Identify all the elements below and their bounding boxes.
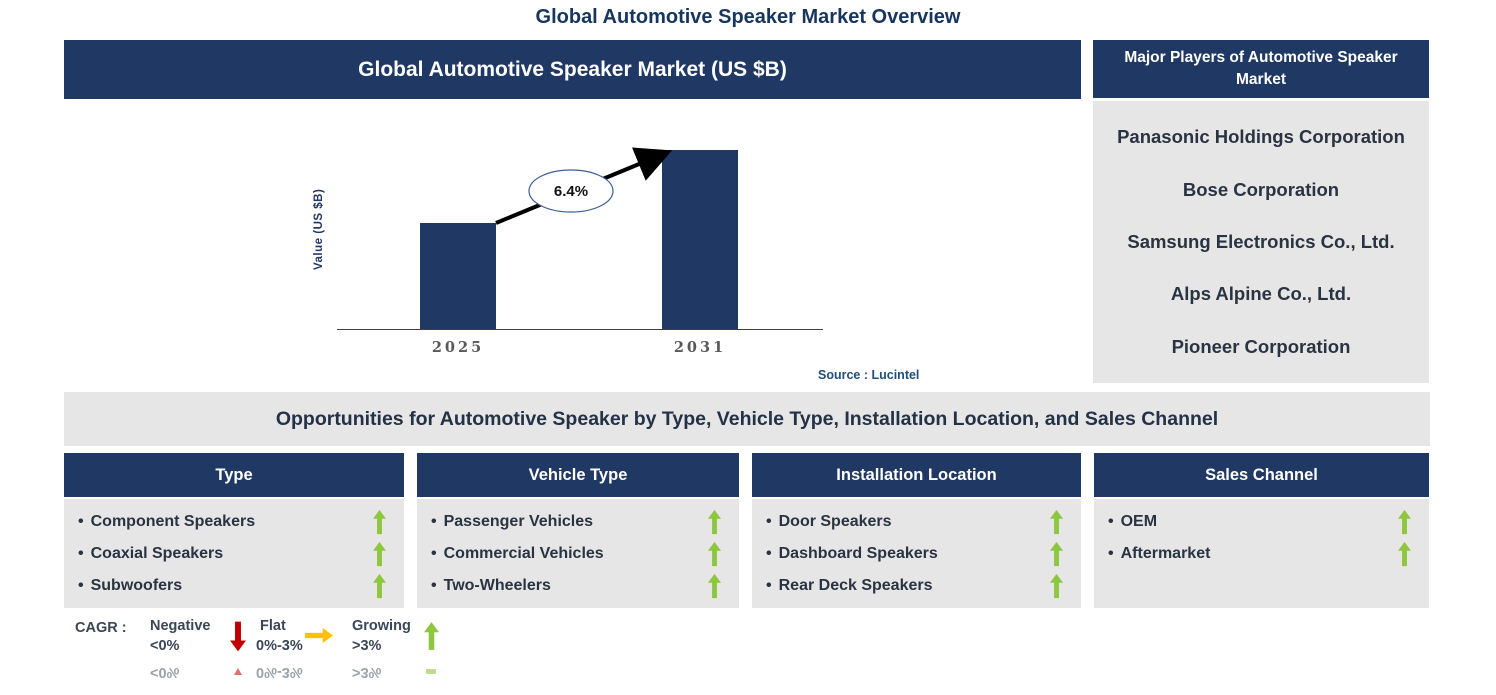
legend-reflection-flat: 0%-3% — [256, 664, 303, 680]
x-tick-2031: 2031 — [673, 339, 727, 356]
green-up-arrow-icon — [373, 509, 386, 535]
legend-negative-name: Negative — [150, 618, 211, 634]
column-sales-channel-header: Sales Channel — [1094, 453, 1429, 497]
list-item: • Coaxial Speakers — [78, 538, 390, 570]
green-up-arrow-icon — [424, 622, 439, 650]
bullet-glyph: • — [78, 577, 84, 594]
page-title: Global Automotive Speaker Market Overvie… — [535, 6, 961, 28]
opportunities-banner: Opportunities for Automotive Speaker by … — [64, 392, 1430, 446]
legend-reflection-negative: <0% — [150, 664, 180, 680]
list-item: • Commercial Vehicles — [431, 538, 725, 570]
green-up-arrow-icon — [1398, 509, 1411, 535]
red-arrow-reflection — [234, 668, 242, 675]
list-item: • Component Speakers — [78, 506, 390, 538]
list-item: • Subwoofers — [78, 570, 390, 602]
bullet-glyph: • — [766, 545, 772, 562]
cagr-bubble — [528, 169, 614, 213]
company-name: Samsung Electronics Co., Ltd. — [1127, 230, 1395, 252]
list-item: • Passenger Vehicles — [431, 506, 725, 538]
green-up-arrow-icon — [373, 541, 386, 567]
legend-label: CAGR : — [75, 620, 127, 636]
green-up-arrow-icon — [708, 541, 721, 567]
list-item: • Two-Wheelers — [431, 570, 725, 602]
bullet-glyph: • — [766, 577, 772, 594]
legend-reflection-growing: >3% — [352, 664, 382, 680]
green-up-arrow-icon — [1050, 541, 1063, 567]
opportunities-banner-text: Opportunities for Automotive Speaker by … — [275, 407, 1219, 430]
green-up-arrow-icon — [708, 509, 721, 535]
column-installation-location: Installation Location • Door Speakers • … — [752, 453, 1081, 608]
growth-arrow-overlay: 6.4% — [495, 147, 673, 225]
bullet-glyph: • — [766, 513, 772, 530]
legend-negative-range: <0% — [150, 638, 180, 654]
orange-right-arrow-icon — [305, 628, 333, 643]
green-up-arrow-icon — [1050, 573, 1063, 599]
bar-2031 — [662, 150, 738, 329]
green-up-arrow-icon — [1398, 541, 1411, 567]
x-axis-line — [337, 329, 823, 330]
major-players-title: Major Players of Automotive Speaker Mark… — [1093, 40, 1429, 98]
bullet-glyph: • — [1108, 545, 1114, 562]
y-axis-label: Value (US $B) — [313, 188, 325, 270]
bullet-glyph: • — [431, 577, 437, 594]
x-tick-2025: 2025 — [431, 339, 485, 356]
legend-flat-name: Flat — [260, 618, 286, 634]
list-item: • Rear Deck Speakers — [766, 570, 1067, 602]
bullet-glyph: • — [78, 513, 84, 530]
list-item: • Aftermarket — [1108, 538, 1415, 570]
list-item: • Dashboard Speakers — [766, 538, 1067, 570]
green-up-arrow-icon — [373, 573, 386, 599]
legend-growing-name: Growing — [352, 618, 411, 634]
column-type-header: Type — [64, 453, 404, 497]
green-arrow-reflection — [426, 669, 436, 674]
major-players-panel: Major Players of Automotive Speaker Mark… — [1093, 40, 1429, 383]
column-type: Type • Component Speakers • Coaxial Spea… — [64, 453, 404, 608]
column-vehicle-type: Vehicle Type • Passenger Vehicles • Comm… — [417, 453, 739, 608]
chart-banner-title: Global Automotive Speaker Market (US $B) — [358, 57, 787, 81]
column-sales-channel: Sales Channel • OEM • Aftermarket — [1094, 453, 1429, 608]
green-up-arrow-icon — [708, 573, 721, 599]
bullet-glyph: • — [1108, 513, 1114, 530]
column-vehicle-type-header: Vehicle Type — [417, 453, 739, 497]
legend-flat-range: 0%-3% — [256, 638, 303, 654]
cagr-legend: CAGR : Negative <0% Flat 0%-3% Growing >… — [64, 616, 484, 695]
cagr-value: 6.4% — [554, 183, 588, 200]
company-name: Panasonic Holdings Corporation — [1117, 126, 1405, 148]
column-installation-location-header: Installation Location — [752, 453, 1081, 497]
bullet-glyph: • — [431, 513, 437, 530]
bullet-glyph: • — [431, 545, 437, 562]
company-name: Alps Alpine Co., Ltd. — [1170, 283, 1352, 305]
growth-arrow — [495, 147, 673, 225]
company-name: Pioneer Corporation — [1171, 335, 1351, 357]
chart-banner: Global Automotive Speaker Market (US $B) — [64, 40, 1081, 99]
red-down-arrow-icon — [230, 621, 246, 652]
company-name: Bose Corporation — [1182, 178, 1340, 200]
major-players-list: Panasonic Holdings Corporation Bose Corp… — [1093, 101, 1429, 383]
source-note: Source : Lucintel — [818, 368, 920, 382]
bar-chart: Value (US $B) 2025 2031 6.4% Source : Lu… — [64, 99, 1081, 390]
bar-2025 — [420, 223, 496, 329]
green-up-arrow-icon — [1050, 509, 1063, 535]
legend-growing-range: >3% — [352, 638, 382, 654]
bullet-glyph: • — [78, 545, 84, 562]
list-item: • Door Speakers — [766, 506, 1067, 538]
list-item: • OEM — [1108, 506, 1415, 538]
